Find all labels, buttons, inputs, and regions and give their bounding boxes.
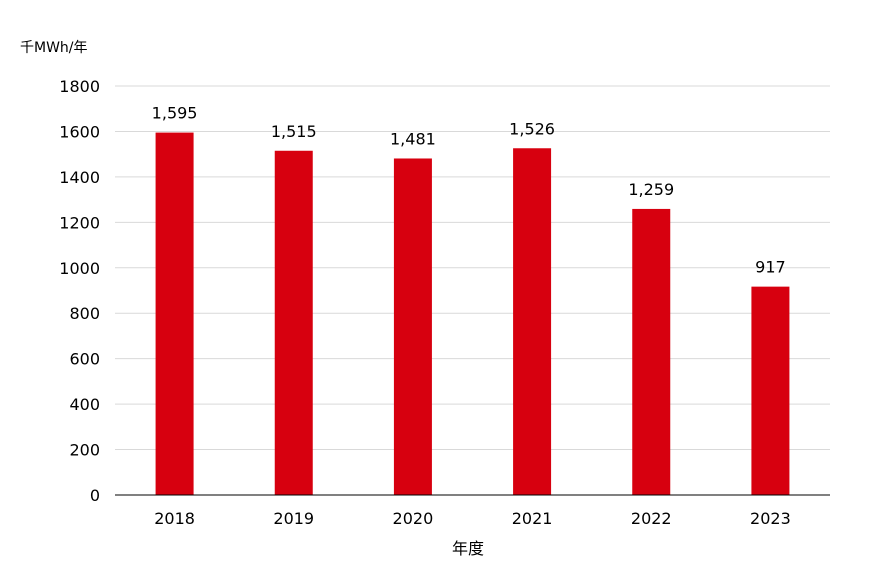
y-axis-ticks: 0 200 400 600 800 1000 1200 1400 1600 1800 (59, 77, 100, 505)
y-tick-label: 1400 (59, 168, 100, 187)
y-tick-label: 0 (90, 486, 100, 505)
y-tick-label: 400 (69, 395, 100, 414)
y-axis-unit-label: 千MWh/年 (20, 40, 88, 56)
bar-2021 (513, 148, 552, 495)
x-tick-label-2019: 2019 (273, 509, 314, 528)
y-tick-label: 1000 (59, 259, 100, 278)
bar-2022 (632, 208, 671, 495)
bar-2020 (393, 158, 432, 495)
data-label-2023: 917 (755, 258, 786, 277)
data-label-2021: 1,526 (509, 119, 555, 138)
y-tick-label: 600 (69, 350, 100, 369)
bar-2018 (155, 132, 194, 495)
x-axis-ticks: 2018 2019 2020 2021 2022 2023 (154, 509, 791, 528)
x-tick-label-2020: 2020 (393, 509, 434, 528)
y-tick-label: 1600 (59, 122, 100, 141)
y-tick-label: 200 (69, 441, 100, 460)
y-tick-label: 1800 (59, 77, 100, 96)
bar-2019 (274, 150, 313, 495)
gridlines (115, 85, 830, 451)
data-label-2019: 1,515 (271, 122, 317, 141)
bars (155, 132, 790, 495)
x-tick-label-2023: 2023 (750, 509, 791, 528)
bar-2023 (751, 286, 790, 495)
data-label-2022: 1,259 (628, 180, 674, 199)
x-tick-label-2022: 2022 (631, 509, 672, 528)
x-tick-label-2021: 2021 (512, 509, 553, 528)
y-tick-label: 800 (69, 304, 100, 323)
x-tick-label-2018: 2018 (154, 509, 195, 528)
data-label-2020: 1,481 (390, 129, 436, 148)
x-axis-title: 年度 (452, 539, 484, 558)
y-tick-label: 1200 (59, 213, 100, 232)
data-labels: 1,595 1,515 1,481 1,526 1,259 917 (152, 104, 786, 277)
data-label-2018: 1,595 (152, 104, 198, 123)
